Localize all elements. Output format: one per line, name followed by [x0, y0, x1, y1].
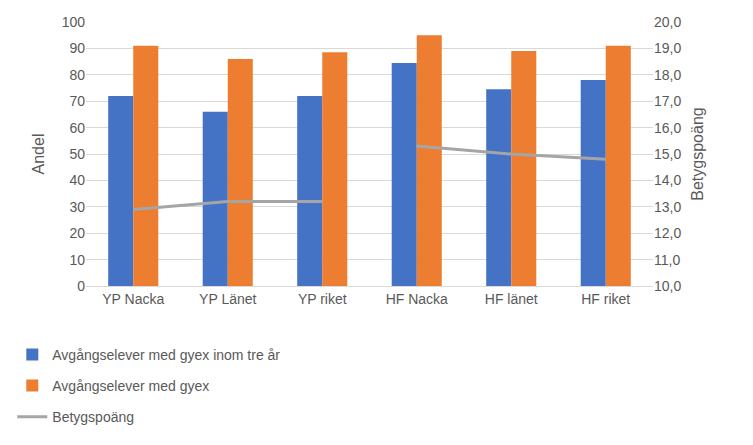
svg-text:YP Nacka: YP Nacka [102, 291, 164, 307]
svg-text:Betygspoäng: Betygspoäng [52, 409, 134, 425]
svg-text:13,0: 13,0 [654, 199, 681, 215]
svg-text:Andel: Andel [30, 134, 47, 175]
svg-text:20: 20 [69, 225, 85, 241]
svg-text:90: 90 [69, 40, 85, 56]
svg-text:30: 30 [69, 199, 85, 215]
svg-text:0: 0 [77, 278, 85, 294]
svg-text:Avgångselever med gyex: Avgångselever med gyex [52, 378, 209, 394]
svg-text:10,0: 10,0 [654, 278, 681, 294]
svg-text:70: 70 [69, 93, 85, 109]
svg-text:15,0: 15,0 [654, 146, 681, 162]
svg-text:14,0: 14,0 [654, 172, 681, 188]
svg-text:50: 50 [69, 146, 85, 162]
svg-text:HF länet: HF länet [485, 291, 538, 307]
svg-text:HF riket: HF riket [581, 291, 630, 307]
svg-text:Avgångselever med gyex inom tr: Avgångselever med gyex inom tre år [52, 347, 280, 363]
svg-text:17,0: 17,0 [654, 93, 681, 109]
svg-text:10: 10 [69, 252, 85, 268]
svg-text:YP riket: YP riket [298, 291, 347, 307]
svg-text:20,0: 20,0 [654, 14, 681, 30]
svg-text:16,0: 16,0 [654, 120, 681, 136]
svg-text:100: 100 [62, 14, 86, 30]
svg-text:40: 40 [69, 172, 85, 188]
svg-text:19,0: 19,0 [654, 40, 681, 56]
svg-text:80: 80 [69, 67, 85, 83]
svg-text:Betygspoäng: Betygspoäng [689, 107, 706, 200]
svg-text:11,0: 11,0 [654, 252, 680, 268]
svg-text:HF Nacka: HF Nacka [386, 291, 448, 307]
svg-text:18,0: 18,0 [654, 67, 681, 83]
svg-text:60: 60 [69, 120, 85, 136]
svg-text:YP Länet: YP Länet [199, 291, 256, 307]
svg-text:12,0: 12,0 [654, 225, 681, 241]
